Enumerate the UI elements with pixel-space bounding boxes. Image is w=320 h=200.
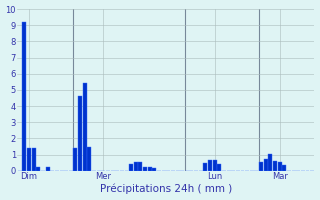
Bar (134, 162, 138, 171)
Bar (148, 167, 152, 171)
Bar (217, 164, 221, 171)
Bar (264, 159, 268, 171)
Bar (259, 162, 263, 171)
Bar (268, 154, 272, 171)
Bar (208, 160, 212, 171)
Bar (282, 165, 286, 171)
Bar (87, 147, 91, 171)
Bar (78, 96, 82, 171)
Bar (152, 168, 156, 171)
Bar (213, 160, 217, 171)
Bar (273, 161, 277, 171)
Bar (36, 167, 40, 171)
Bar (139, 162, 142, 171)
Bar (83, 83, 87, 171)
Bar (143, 167, 147, 171)
Bar (27, 148, 31, 171)
X-axis label: Précipitations 24h ( mm ): Précipitations 24h ( mm ) (100, 184, 232, 194)
Bar (46, 167, 50, 171)
Bar (278, 162, 282, 171)
Bar (22, 22, 26, 171)
Bar (74, 148, 77, 171)
Bar (32, 148, 36, 171)
Bar (129, 164, 133, 171)
Bar (204, 163, 207, 171)
